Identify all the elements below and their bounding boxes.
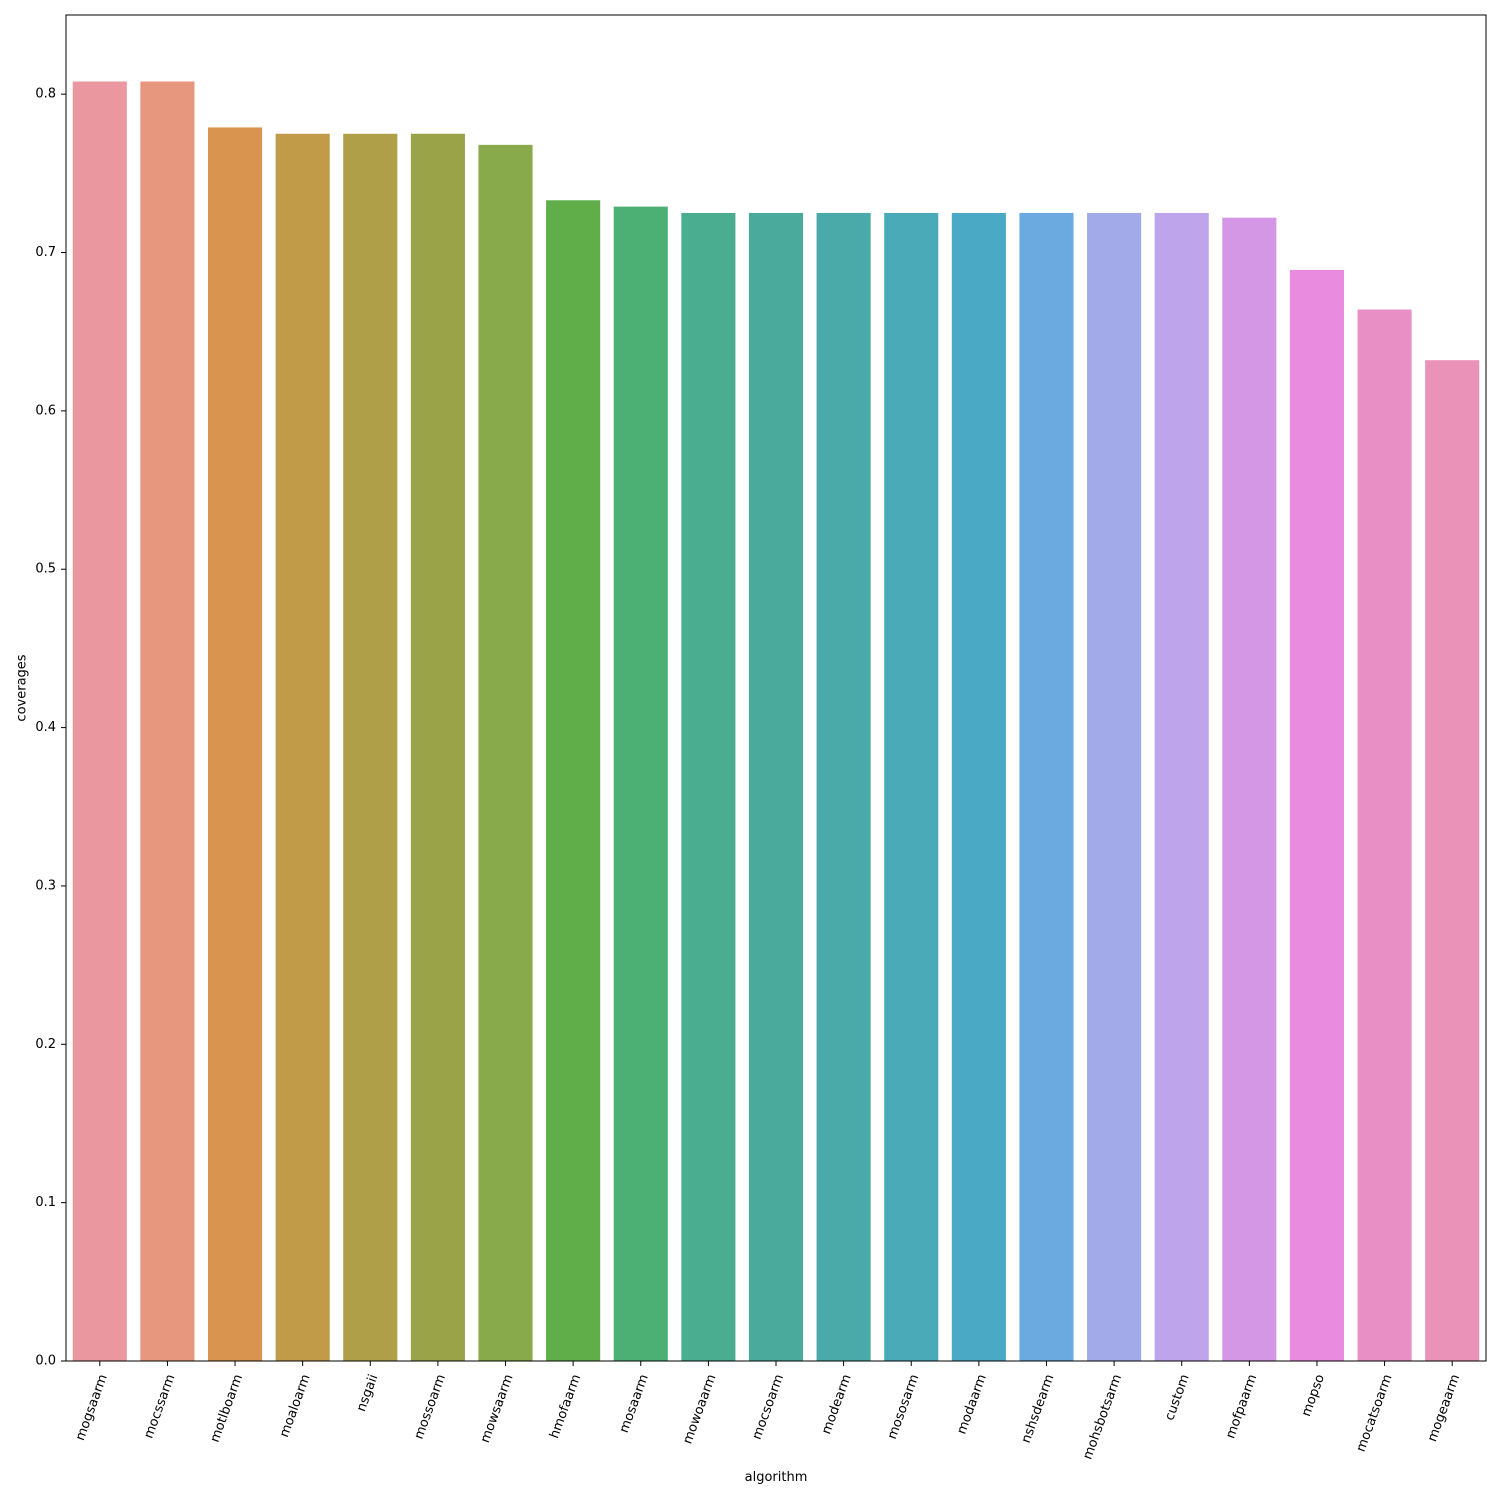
bar-nshsdearm (1019, 212, 1074, 1362)
x-tick-label: mogsaarm (73, 1372, 111, 1442)
y-tick-label: 0.6 (35, 403, 56, 418)
bar-mososarm (884, 212, 939, 1362)
x-tick-label: mohsbotsarm (1080, 1372, 1125, 1461)
x-tick-label: mocatsoarm (1354, 1372, 1396, 1454)
y-tick-label: 0.8 (35, 87, 56, 102)
bar-mogsaarm (72, 81, 127, 1362)
x-tick-label: moaloarm (277, 1372, 314, 1439)
bar-mocatsoarm (1357, 309, 1412, 1361)
plot-frame (65, 14, 1487, 1362)
bar-motlboarm (208, 127, 263, 1362)
x-tick-label: mocsoarm (750, 1372, 787, 1441)
x-tick-label: mowoaarm (680, 1372, 719, 1446)
x-tick-label: mososarm (885, 1372, 922, 1441)
bar-custom (1154, 212, 1209, 1362)
x-tick-label: motlboarm (208, 1372, 246, 1444)
y-tick-label: 0.7 (35, 245, 56, 260)
y-tick-label: 0.4 (35, 720, 56, 735)
bars-layer (72, 81, 1480, 1362)
y-tick-label: 0.2 (35, 1037, 56, 1052)
x-tick-label: mowsaarm (478, 1372, 517, 1445)
y-axis-label: coverages (15, 654, 30, 721)
x-tick-label: mogeaarm (1425, 1372, 1463, 1443)
x-tick-label: mopso (1299, 1372, 1328, 1418)
bar-mofpaarm (1222, 217, 1277, 1361)
bar-mossoarm (410, 133, 465, 1362)
bar-mowoaarm (681, 212, 736, 1362)
x-tick-label: nsgaii (354, 1372, 381, 1413)
x-tick-label: hmofaarm (547, 1372, 584, 1440)
x-axis-label: algorithm (745, 1470, 808, 1485)
bar-modaarm (951, 212, 1006, 1362)
bar-mosaarm (613, 206, 668, 1361)
y-tick-label: 0.5 (35, 562, 56, 577)
x-axis: mogsaarm mocssarm motlboarm moaloarm nsgaii m… (73, 1361, 1463, 1462)
bar-modearm (816, 212, 871, 1362)
x-tick-label: mofpaarm (1223, 1372, 1260, 1440)
x-tick-label: modearm (819, 1372, 855, 1436)
y-tick-label: 0.0 (35, 1354, 56, 1369)
x-tick-label: mocssarm (141, 1372, 178, 1440)
bar-mohsbotsarm (1087, 212, 1142, 1362)
bar-hmofaarm (546, 200, 601, 1361)
y-tick-label: 0.1 (35, 1195, 56, 1210)
x-tick-label: nshsdearm (1019, 1372, 1058, 1445)
bar-mopso (1289, 269, 1344, 1361)
bar-mogeaarm (1425, 360, 1480, 1361)
bar-mocssarm (140, 81, 195, 1362)
bar-nsgaii (343, 133, 398, 1362)
x-tick-label: mosaarm (617, 1372, 652, 1435)
bar-mocsoarm (748, 212, 804, 1362)
bar-moaloarm (275, 133, 330, 1362)
x-tick-label: custom (1162, 1372, 1192, 1422)
y-axis: 0.0 0.1 0.2 0.3 0.4 0.5 0.6 0.7 0.8 (35, 87, 66, 1369)
x-tick-label: mossoarm (412, 1372, 449, 1441)
bar-mowsaarm (478, 144, 533, 1362)
y-tick-label: 0.3 (35, 878, 56, 893)
x-tick-label: modaarm (954, 1372, 990, 1436)
